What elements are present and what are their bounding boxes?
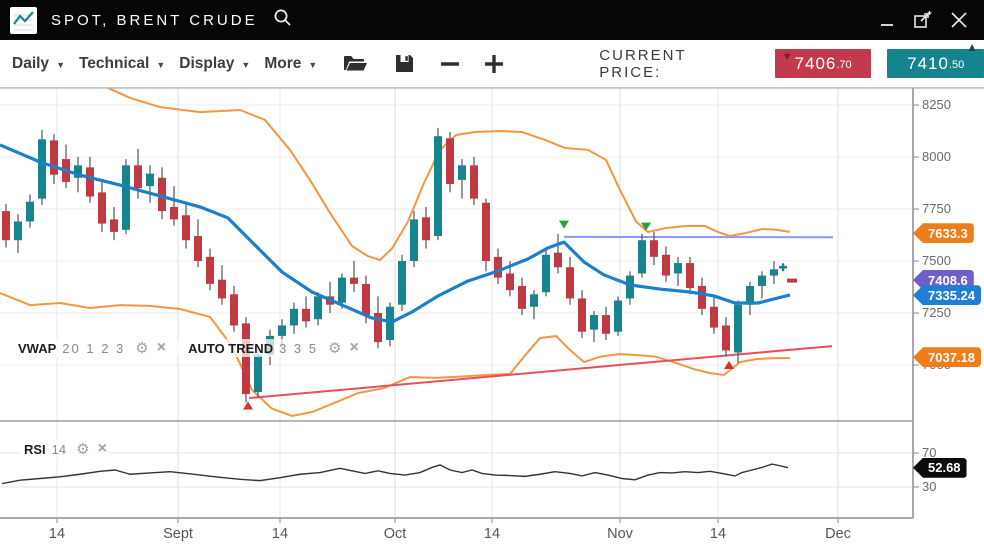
remove-indicator-icon[interactable]: × <box>349 339 359 356</box>
remove-indicator-icon[interactable]: × <box>156 339 167 356</box>
arrow-up-icon: ▲ <box>966 40 980 54</box>
search-icon[interactable] <box>272 7 294 34</box>
chart-canvas[interactable]: VWAP 20 1 2 3 ⚙ × AUTO TREND 3 3 5 ⚙ × R… <box>0 88 984 558</box>
price-panel[interactable] <box>0 88 834 417</box>
chevron-down-icon: ▼ <box>241 59 251 70</box>
time-axis-label: 14 <box>483 526 501 542</box>
price-axis-tick: 8250 <box>922 97 951 112</box>
price-axis-tick: 8000 <box>922 149 951 164</box>
auto-trend-label: AUTO TREND <box>188 340 274 356</box>
current-price-label: CURRENT PRICE: <box>599 46 687 81</box>
time-axis-label: Oct <box>383 526 407 542</box>
rsi-indicator-label: RSI 14 ⚙ × <box>20 440 111 458</box>
menu-display[interactable]: Display ▼ <box>179 54 251 72</box>
arrow-down-icon: ▼ <box>781 51 794 63</box>
time-axis-label: 14 <box>709 526 727 542</box>
bollinger-upper-band <box>107 88 791 262</box>
candlesticks <box>2 127 778 403</box>
chevron-down-icon: ▼ <box>308 59 318 70</box>
rsi-axis-tick: 70 <box>922 445 937 460</box>
rsi-axis-tick: 30 <box>922 479 937 494</box>
zoom-in-icon[interactable] <box>485 54 504 73</box>
signal-markers <box>243 220 797 410</box>
minimize-button[interactable] <box>872 5 902 35</box>
rsi-line <box>1 463 789 485</box>
vwap-line <box>0 143 791 324</box>
axes-frame <box>0 88 984 523</box>
price-flag: 7408.6 <box>913 270 974 290</box>
auto-trend-line <box>248 345 833 400</box>
time-axis-label: Nov <box>607 526 633 542</box>
close-button[interactable] <box>944 5 974 35</box>
plot-svg[interactable] <box>0 88 984 558</box>
time-axis-label: 14 <box>271 526 289 542</box>
rsi-label: RSI <box>24 441 46 457</box>
price-flag: 7037.18 <box>913 347 981 368</box>
menu-technical[interactable]: Technical ▼ <box>78 54 166 72</box>
time-axis-label: 14 <box>48 526 66 542</box>
price-axis-tick: 7500 <box>922 253 951 268</box>
remove-indicator-icon[interactable]: × <box>97 440 107 457</box>
popout-button[interactable] <box>908 5 938 35</box>
menu-more[interactable]: More ▼ <box>264 54 318 72</box>
toolbar: Daily ▼ Technical ▼ Display ▼ More ▼ <box>0 40 984 88</box>
price-flag: 7335.24 <box>913 285 981 306</box>
menu-daily[interactable]: Daily ▼ <box>12 54 65 72</box>
chevron-down-icon: ▼ <box>56 59 65 70</box>
gridlines <box>0 88 913 518</box>
rsi-value-flag: 52.68 <box>913 457 967 478</box>
bid-price-box: ▼ 7406.70 <box>774 49 872 78</box>
time-axis-label: Dec <box>825 526 851 542</box>
chevron-down-icon: ▼ <box>156 59 166 70</box>
bollinger-lower-band <box>0 292 790 417</box>
time-axis-label: Sept <box>163 526 193 542</box>
price-flag: 7633.3 <box>913 223 974 244</box>
gear-icon[interactable]: ⚙ <box>76 440 90 458</box>
overlay-indicator-labels: VWAP 20 1 2 3 ⚙ × AUTO TREND 3 3 5 ⚙ × <box>14 339 363 357</box>
price-axis-tick: 7250 <box>922 305 951 320</box>
save-icon[interactable] <box>394 53 415 74</box>
gear-icon[interactable]: ⚙ <box>328 339 342 357</box>
rsi-panel[interactable] <box>1 463 789 485</box>
zoom-out-icon[interactable] <box>441 55 460 73</box>
title-bar: SPOT, BRENT CRUDE <box>0 0 984 40</box>
vwap-label: VWAP <box>18 340 57 356</box>
symbol-title: SPOT, BRENT CRUDE <box>51 11 258 29</box>
price-axis-tick: 7750 <box>922 201 951 216</box>
gear-icon[interactable]: ⚙ <box>135 339 149 357</box>
ask-price-box: 7410.50 ▲ <box>887 40 984 78</box>
open-folder-icon[interactable] <box>343 54 368 74</box>
app-logo-icon <box>10 6 37 34</box>
